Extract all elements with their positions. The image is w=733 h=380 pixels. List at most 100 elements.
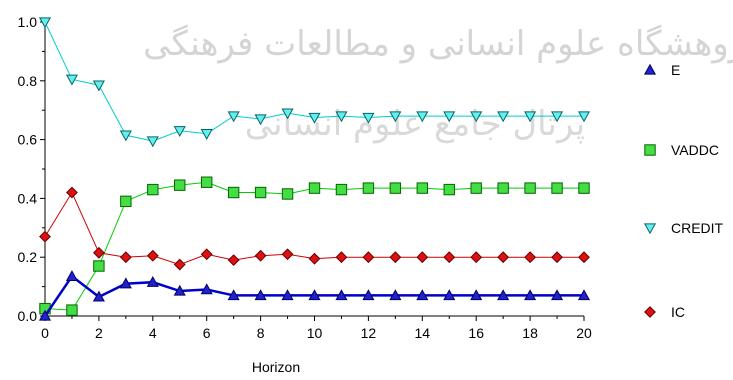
data-point-ic: [389, 251, 402, 264]
data-point-ic: [497, 251, 510, 264]
watermark: پژوهشگاه علوم انسانی و مطالعات فرهنگی پر…: [143, 24, 733, 144]
watermark-line-2: پرتال جامع علوم انسانی: [245, 104, 585, 144]
data-point-e: [173, 284, 186, 296]
series-e: [38, 270, 591, 321]
legend-label: VADDC: [671, 142, 719, 158]
x-tick-label: 10: [307, 325, 323, 341]
x-tick-label: 2: [95, 325, 103, 341]
data-point-ic: [551, 251, 563, 264]
data-point-e: [577, 289, 591, 301]
data-point-vaddc: [551, 182, 563, 194]
data-point-credit: [65, 74, 78, 86]
data-point-ic: [39, 230, 51, 243]
data-point-vaddc: [120, 195, 132, 208]
series-layer: [38, 17, 591, 321]
data-point-vaddc: [524, 182, 536, 194]
x-tick-label: 12: [361, 325, 377, 341]
data-point-credit: [38, 17, 52, 29]
series-ic: [39, 186, 590, 271]
data-point-e: [254, 289, 267, 301]
data-point-e: [524, 289, 537, 301]
data-point-ic: [173, 258, 186, 271]
data-point-vaddc: [227, 186, 240, 199]
data-point-e: [416, 289, 429, 301]
data-point-credit: [389, 111, 402, 123]
data-point-ic: [443, 251, 456, 264]
data-point-ic: [308, 252, 321, 265]
series-vaddc: [39, 176, 590, 316]
x-tick-label: 4: [149, 325, 157, 341]
data-point-vaddc: [201, 176, 213, 188]
data-point-credit: [524, 111, 537, 123]
data-point-credit: [254, 114, 267, 126]
legend-marker-credit: [643, 223, 657, 235]
data-point-e: [497, 289, 510, 301]
x-tick-label: 18: [522, 325, 538, 341]
data-point-credit: [362, 112, 375, 124]
data-point-credit: [416, 111, 429, 123]
data-point-ic: [470, 251, 483, 264]
legend-label: IC: [671, 304, 685, 320]
x-tick-label: 16: [468, 325, 484, 341]
data-point-ic: [146, 249, 159, 262]
data-point-credit: [92, 80, 105, 92]
data-point-credit: [335, 111, 348, 123]
data-point-vaddc: [93, 260, 105, 272]
data-point-credit: [497, 111, 510, 123]
x-tick-label: 14: [415, 325, 431, 341]
data-point-ic: [119, 251, 132, 264]
data-point-e: [362, 289, 375, 301]
data-point-e: [119, 277, 132, 289]
legend-marker-vaddc: [644, 144, 656, 156]
watermark-line-1: پژوهشگاه علوم انسانی و مطالعات فرهنگی: [143, 24, 733, 64]
data-point-vaddc: [389, 182, 402, 194]
data-point-e: [38, 309, 52, 321]
data-point-ic: [524, 251, 537, 264]
x-tick-label: 0: [41, 325, 49, 341]
data-point-ic: [66, 186, 78, 199]
data-point-ic: [254, 249, 267, 262]
data-point-e: [443, 289, 456, 301]
y-tick-label: 0.6: [18, 132, 38, 148]
data-point-credit: [470, 111, 483, 123]
data-point-vaddc: [470, 182, 482, 194]
y-tick-label: 0.8: [18, 73, 38, 89]
y-tick-label: 1.0: [18, 14, 38, 30]
data-point-e: [92, 290, 105, 302]
data-point-ic: [416, 251, 429, 264]
legend: E VADDC CREDIT IC: [643, 62, 724, 320]
data-point-vaddc: [281, 188, 294, 200]
legend-item-ic: IC: [644, 304, 685, 320]
x-axis-title: Horizon: [252, 359, 300, 375]
data-point-ic: [227, 254, 240, 267]
data-point-vaddc: [335, 183, 348, 196]
data-point-ic: [335, 251, 348, 264]
data-point-vaddc: [308, 182, 321, 194]
data-point-credit: [443, 111, 456, 123]
x-tick-label: 6: [203, 325, 211, 341]
data-point-ic: [92, 246, 105, 259]
data-point-vaddc: [66, 304, 78, 316]
data-point-credit: [119, 130, 132, 142]
data-point-e: [308, 289, 321, 301]
data-point-e: [65, 270, 78, 281]
x-tick-label: 20: [576, 325, 592, 341]
legend-item-e: E: [643, 62, 680, 78]
y-tick-label: 0.4: [18, 190, 38, 206]
data-point-credit: [577, 111, 591, 123]
data-point-vaddc: [174, 179, 186, 191]
legend-marker-ic: [644, 306, 656, 318]
data-point-credit: [308, 112, 321, 124]
data-point-e: [551, 289, 564, 301]
data-point-ic: [281, 248, 294, 261]
data-point-e: [335, 289, 348, 301]
data-point-credit: [281, 108, 294, 120]
legend-item-credit: CREDIT: [643, 220, 724, 236]
y-tick-label: 0.0: [18, 308, 38, 324]
data-point-e: [146, 275, 159, 287]
data-point-credit: [227, 111, 240, 123]
y-tick-label: 0.2: [18, 249, 38, 265]
data-point-credit: [200, 129, 213, 140]
x-tick-label: 8: [257, 325, 265, 341]
